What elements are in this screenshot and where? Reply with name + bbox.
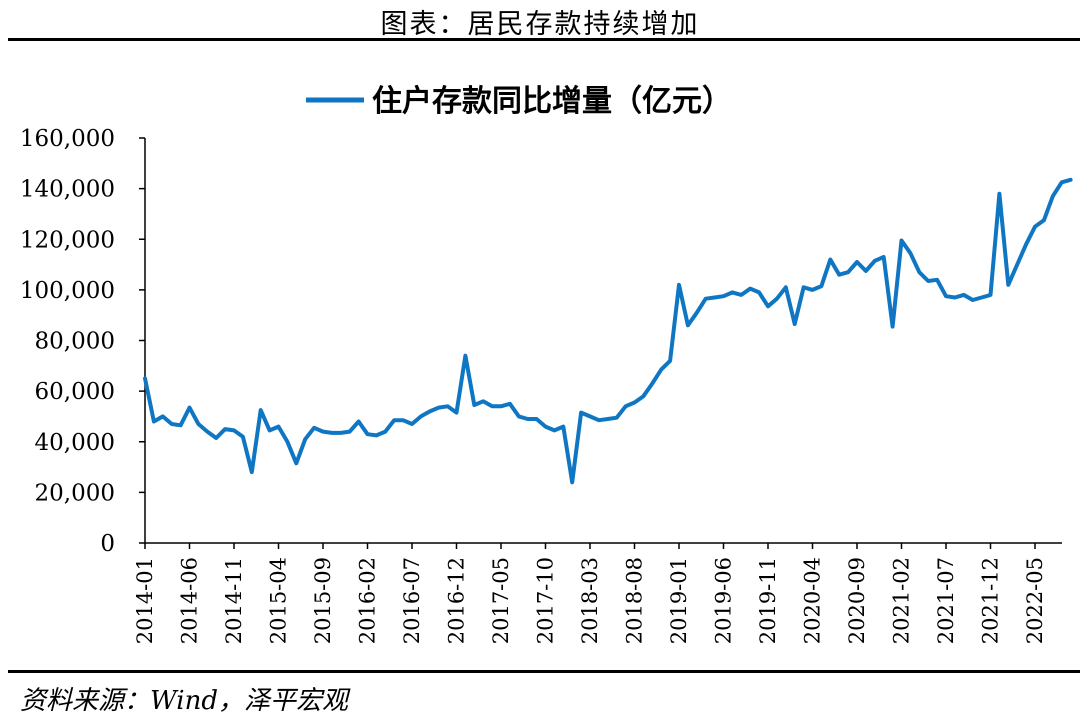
y-tick-label: 140,000 <box>20 177 115 203</box>
y-tick-label: 100,000 <box>20 278 115 304</box>
x-tick-label: 2018-08 <box>623 557 647 644</box>
x-tick-label: 2014-06 <box>178 557 202 644</box>
x-tick-label: 2016-12 <box>445 557 469 644</box>
y-tick-label: 20,000 <box>35 480 115 506</box>
x-tick-label: 2020-04 <box>801 557 825 644</box>
page-title: 图表：居民存款持续增加 <box>380 9 700 40</box>
y-tick-label: 0 <box>100 531 115 557</box>
x-tick-label: 2017-10 <box>534 557 558 644</box>
x-tick-label: 2018-03 <box>578 557 602 644</box>
x-tick-label: 2014-11 <box>222 557 246 644</box>
top-rule <box>8 38 1080 41</box>
y-tick-label: 60,000 <box>35 379 115 405</box>
x-tick-label: 2016-07 <box>400 557 424 644</box>
y-axis: 0 20,000 40,000 60,000 80,000 100,000 120,000 1… <box>20 126 146 557</box>
y-tick-label: 80,000 <box>35 329 115 355</box>
x-tick-label: 2016-02 <box>356 557 380 644</box>
x-tick-label: 2019-06 <box>712 557 736 644</box>
x-tick-label: 2015-04 <box>267 557 291 644</box>
legend: 住户存款同比增量（亿元） <box>306 84 732 119</box>
x-tick-label: 2017-05 <box>489 557 513 644</box>
x-tick-label: 2015-09 <box>311 557 335 644</box>
x-tick-label: 2019-01 <box>667 557 691 644</box>
bottom-rule <box>8 670 1080 673</box>
x-tick-label: 2020-09 <box>845 557 869 644</box>
y-tick-label: 120,000 <box>20 227 115 253</box>
x-tick-label: 2021-07 <box>934 557 958 644</box>
legend-label: 住户存款同比增量（亿元） <box>372 84 732 119</box>
x-tick-label: 2014-01 <box>133 557 157 644</box>
series-line <box>143 177 1073 485</box>
source-note: 资料来源：Wind，泽平宏观 <box>20 686 348 716</box>
x-tick-label: 2019-11 <box>756 557 780 644</box>
x-axis: 2014-01 2014-06 2014-11 2015-04 2015-09 2016-… <box>133 542 1062 644</box>
x-tick-label: 2021-12 <box>979 557 1003 644</box>
x-tick-label: 2022-05 <box>1023 557 1047 644</box>
x-tick-label: 2021-02 <box>890 557 914 644</box>
y-tick-label: 160,000 <box>20 126 115 152</box>
y-tick-label: 40,000 <box>35 430 115 456</box>
